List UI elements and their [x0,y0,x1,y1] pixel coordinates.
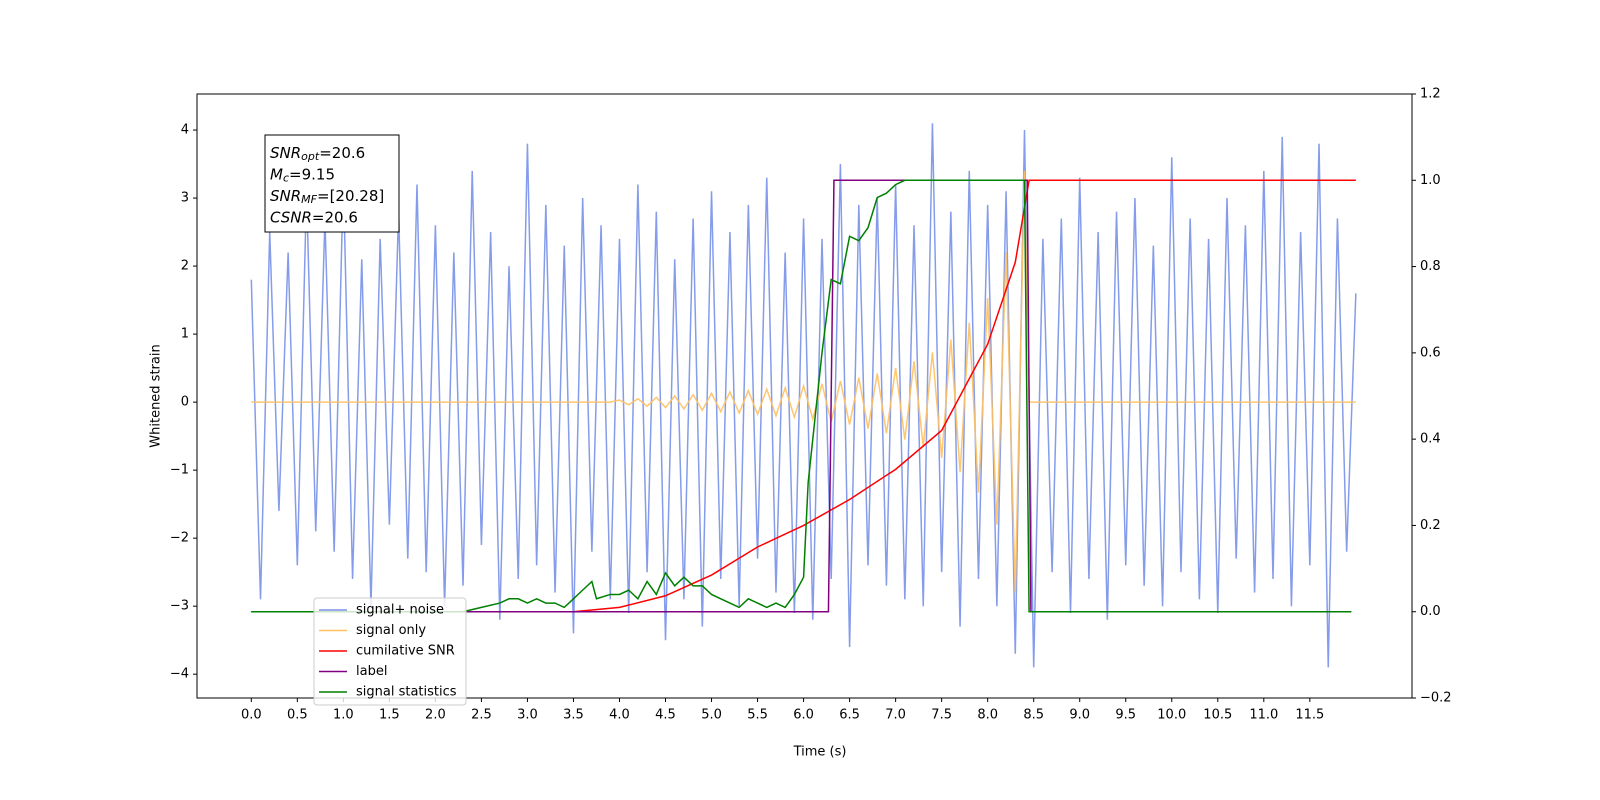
legend-box [313,597,467,706]
x-tick-label: 1.0 [333,708,354,723]
x-tick-label: 4.5 [655,708,676,723]
x-tick-label: 0.0 [241,708,262,723]
x-tick-label: 9.5 [1115,708,1136,723]
legend-label: signal statistics [356,685,457,700]
annotation-var: SNR [270,144,301,162]
x-tick-label: 3.5 [563,708,584,723]
y2-tick-label: 0.0 [1420,604,1441,619]
x-tick-label: 1.5 [379,708,400,723]
x-tick-label: 2.5 [471,708,492,723]
y2-tick-label: 0.2 [1420,518,1441,533]
x-tick-label: 6.5 [839,708,860,723]
y2-tick-label: 1.0 [1420,173,1441,188]
y2-tick-label: 0.4 [1420,432,1441,447]
annotation-line: CSNR=20.6 [270,208,358,226]
series-line [251,179,1356,613]
annotation-text: =20.6 [319,144,365,162]
y-tick-label: 2 [181,259,189,274]
x-tick-label: 9.0 [1069,708,1090,723]
x-tick-label: 5.0 [701,708,722,723]
series-line [250,123,1357,668]
series-line [251,179,1352,613]
y2-tick-label: 0.8 [1420,259,1441,274]
x-tick-label: 7.0 [885,708,906,723]
annotation-sub: opt [301,150,320,163]
y-tick-label: −3 [170,599,189,614]
annotation-text: =20.6 [312,208,358,226]
x-tick-label: 7.5 [931,708,952,723]
y-tick-label: −1 [170,463,189,478]
annotation-line: SNRMF=[20.28] [270,187,384,207]
y-tick-label: 4 [181,123,189,138]
legend: signal+ noise signal only cumilative SNR la… [313,597,467,706]
y-tick-label: 3 [181,191,189,206]
y-tick-label: 1 [181,327,189,342]
x-tick-label: 10.0 [1157,708,1186,723]
x-tick-label: 5.5 [747,708,768,723]
x-tick-label: 8.0 [977,708,998,723]
annotation-line: SNRopt=20.6 [270,144,365,164]
x-tick-label: 11.0 [1249,708,1278,723]
y-tick-label: −2 [170,531,189,546]
x-tick-label: 0.5 [287,708,308,723]
legend-label: signal only [356,623,426,638]
annotation-var: M [270,165,283,183]
annotation-sub: c [283,172,289,185]
y2-tick-label: 1.2 [1420,87,1441,102]
x-tick-label: 10.5 [1203,708,1232,723]
annotation-var: CSNR [270,208,312,226]
y-axis-label: Whitened strain [149,344,164,447]
x-tick-label: 4.0 [609,708,630,723]
y2-tick-label: 0.6 [1420,345,1441,360]
y2-tick-label: −0.2 [1420,691,1452,706]
x-tick-label: 11.5 [1295,708,1324,723]
plot-frame [196,93,1413,699]
x-tick-label: 8.5 [1023,708,1044,723]
x-axis-label: Time (s) [793,745,847,760]
annotation-sub: MF [301,193,317,206]
x-tick-label: 2.0 [425,708,446,723]
legend-label: label [356,664,387,679]
annotation-line: Mc=9.15 [270,165,335,185]
y-tick-label: 0 [181,395,189,410]
annotation-text: =[20.28] [317,187,384,205]
annotation-box [264,134,400,233]
annotation-var: SNR [270,187,301,205]
x-tick-label: 6.0 [793,708,814,723]
annotation-text: =9.15 [289,165,335,183]
y-tick-label: −4 [170,667,189,682]
legend-label: signal+ noise [356,603,444,618]
x-tick-label: 3.0 [517,708,538,723]
series-line [251,170,1356,593]
legend-label: cumilative SNR [356,644,455,659]
